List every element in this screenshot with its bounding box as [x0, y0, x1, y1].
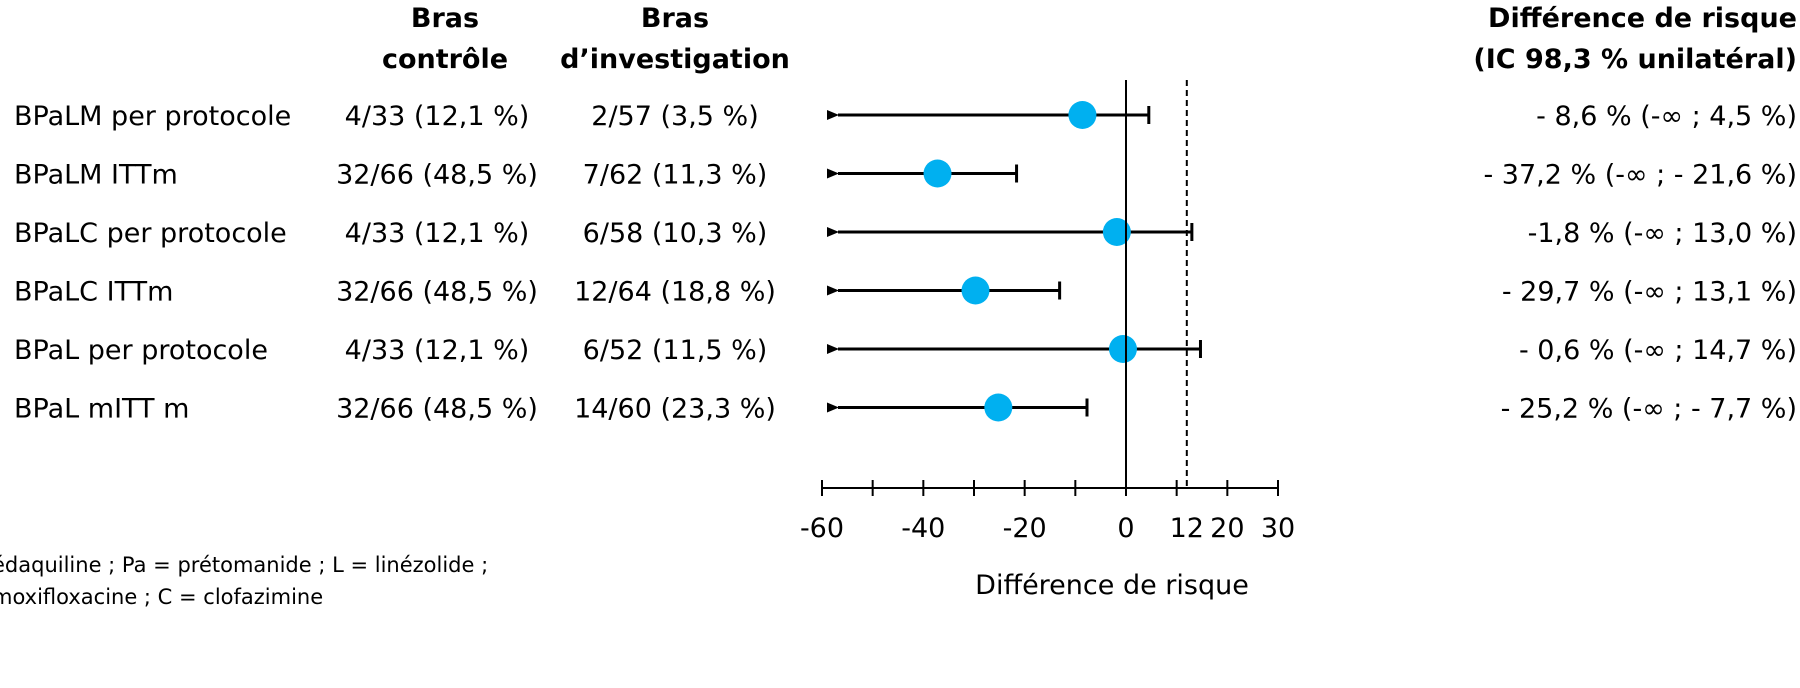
- risk-difference-value: - 29,7 % (-∞ ; 13,1 %): [1502, 277, 1797, 308]
- investigation-value: 2/57 (3,5 %): [591, 101, 758, 132]
- investigation-value: 6/52 (11,5 %): [583, 335, 768, 366]
- investigation-value: 14/60 (23,3 %): [574, 394, 776, 425]
- x-axis-title: Différence de risque: [975, 570, 1249, 601]
- investigation-value: 6/58 (10,3 %): [583, 218, 768, 249]
- row-label: BPaLC ITTm: [14, 277, 173, 308]
- header-risk-line2: (IC 98,3 % unilatéral): [1473, 44, 1797, 75]
- header-investigation-line1: Bras: [641, 3, 709, 34]
- point-estimate: [984, 393, 1013, 422]
- x-tick-label: -20: [1003, 513, 1047, 544]
- forest-row: BPaL per protocole 4/33 (12,1 %) 6/52 (11,…: [14, 335, 1797, 366]
- point-estimate: [923, 159, 952, 188]
- point-estimate: [1102, 218, 1131, 246]
- investigation-value: 7/62 (11,3 %): [583, 160, 768, 191]
- forest-row: BPaL mITT m 32/66 (48,5 %) 14/60 (23,3 %) -…: [14, 393, 1797, 425]
- footnote-line2: moxifloxacine ; C = clofazimine: [0, 585, 323, 609]
- x-tick-label: 12: [1170, 513, 1204, 544]
- header-control-line2: contrôle: [382, 44, 508, 75]
- risk-difference-value: - 25,2 % (-∞ ; - 7,7 %): [1501, 394, 1797, 425]
- control-value: 4/33 (12,1 %): [345, 335, 530, 366]
- row-label: BPaLC per protocole: [14, 218, 287, 249]
- x-axis: -60 -40 -20 0 12 20 30 Différence de risque: [800, 80, 1295, 601]
- forest-row: BPaLC ITTm 32/66 (48,5 %) 12/64 (18,8 %) - …: [14, 276, 1797, 308]
- forest-row: BPaLC per protocole 4/33 (12,1 %) 6/58 (10…: [14, 218, 1797, 249]
- x-tick-label: 0: [1117, 513, 1134, 544]
- investigation-value: 12/64 (18,8 %): [574, 277, 776, 308]
- footnote-line1: édaquiline ; Pa = prétomanide ; L = liné…: [0, 553, 488, 577]
- control-value: 32/66 (48,5 %): [336, 394, 538, 425]
- row-label: BPaLM ITTm: [14, 160, 178, 191]
- x-tick-label: -40: [901, 513, 945, 544]
- forest-row: BPaLM ITTm 32/66 (48,5 %) 7/62 (11,3 %) - 3…: [14, 159, 1797, 191]
- header-risk-line1: Différence de risque: [1488, 3, 1797, 34]
- x-tick-label: -60: [800, 513, 844, 544]
- point-estimate: [1108, 335, 1137, 363]
- header-investigation-line2: d’investigation: [560, 44, 790, 75]
- header-control-line1: Bras: [411, 3, 479, 34]
- row-label: BPaLM per protocole: [14, 101, 291, 132]
- point-estimate: [1068, 101, 1097, 129]
- control-value: 4/33 (12,1 %): [345, 101, 530, 132]
- risk-difference-value: -1,8 % (-∞ ; 13,0 %): [1528, 218, 1797, 249]
- x-tick-label: 20: [1210, 513, 1244, 544]
- row-label: BPaL per protocole: [14, 335, 268, 366]
- risk-difference-value: - 8,6 % (-∞ ; 4,5 %): [1536, 101, 1797, 132]
- control-value: 4/33 (12,1 %): [345, 218, 530, 249]
- forest-row: BPaLM per protocole 4/33 (12,1 %) 2/57 (3,…: [14, 101, 1797, 132]
- row-label: BPaL mITT m: [14, 394, 189, 425]
- risk-difference-value: - 0,6 % (-∞ ; 14,7 %): [1519, 335, 1797, 366]
- point-estimate: [961, 276, 990, 305]
- x-tick-label: 30: [1261, 513, 1295, 544]
- risk-difference-value: - 37,2 % (-∞ ; - 21,6 %): [1483, 160, 1797, 191]
- rows-layer: BPaLM per protocole 4/33 (12,1 %) 2/57 (3,…: [14, 101, 1797, 425]
- control-value: 32/66 (48,5 %): [336, 160, 538, 191]
- control-value: 32/66 (48,5 %): [336, 277, 538, 308]
